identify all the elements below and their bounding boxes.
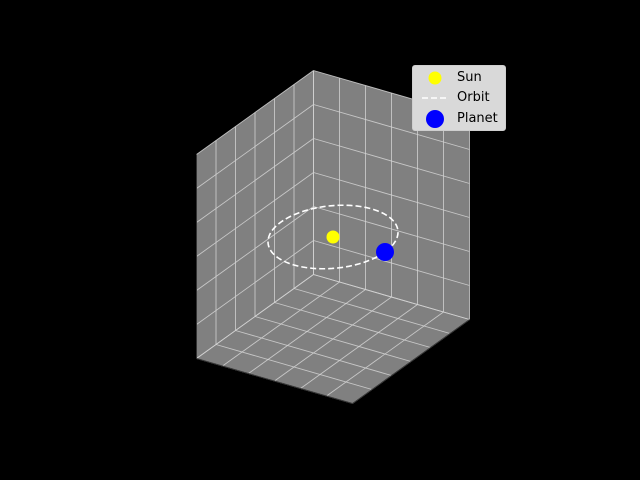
orbit-line (267, 204, 399, 270)
legend-line-orbit (422, 97, 448, 99)
grid-line (196, 70, 314, 155)
grid-line (196, 104, 314, 189)
legend-marker-sun (428, 71, 442, 85)
legend-item-planet: Planet (413, 109, 505, 129)
legend-label-planet: Planet (457, 111, 498, 126)
legend-label-sun: Sun (457, 70, 482, 85)
legend-item-orbit: Orbit (413, 88, 505, 108)
axis-edge (352, 319, 470, 404)
sun-point (326, 230, 340, 244)
grid-line (215, 344, 373, 390)
chart-marks (267, 204, 399, 270)
axes-grid (196, 70, 470, 404)
planet-point (376, 243, 394, 261)
axis-edge (196, 358, 353, 404)
legend-label-orbit: Orbit (457, 90, 490, 105)
legend: Sun Orbit Planet (412, 65, 506, 131)
legend-marker-planet (426, 110, 444, 128)
grid-line (313, 104, 470, 150)
legend-item-sun: Sun (413, 68, 505, 88)
